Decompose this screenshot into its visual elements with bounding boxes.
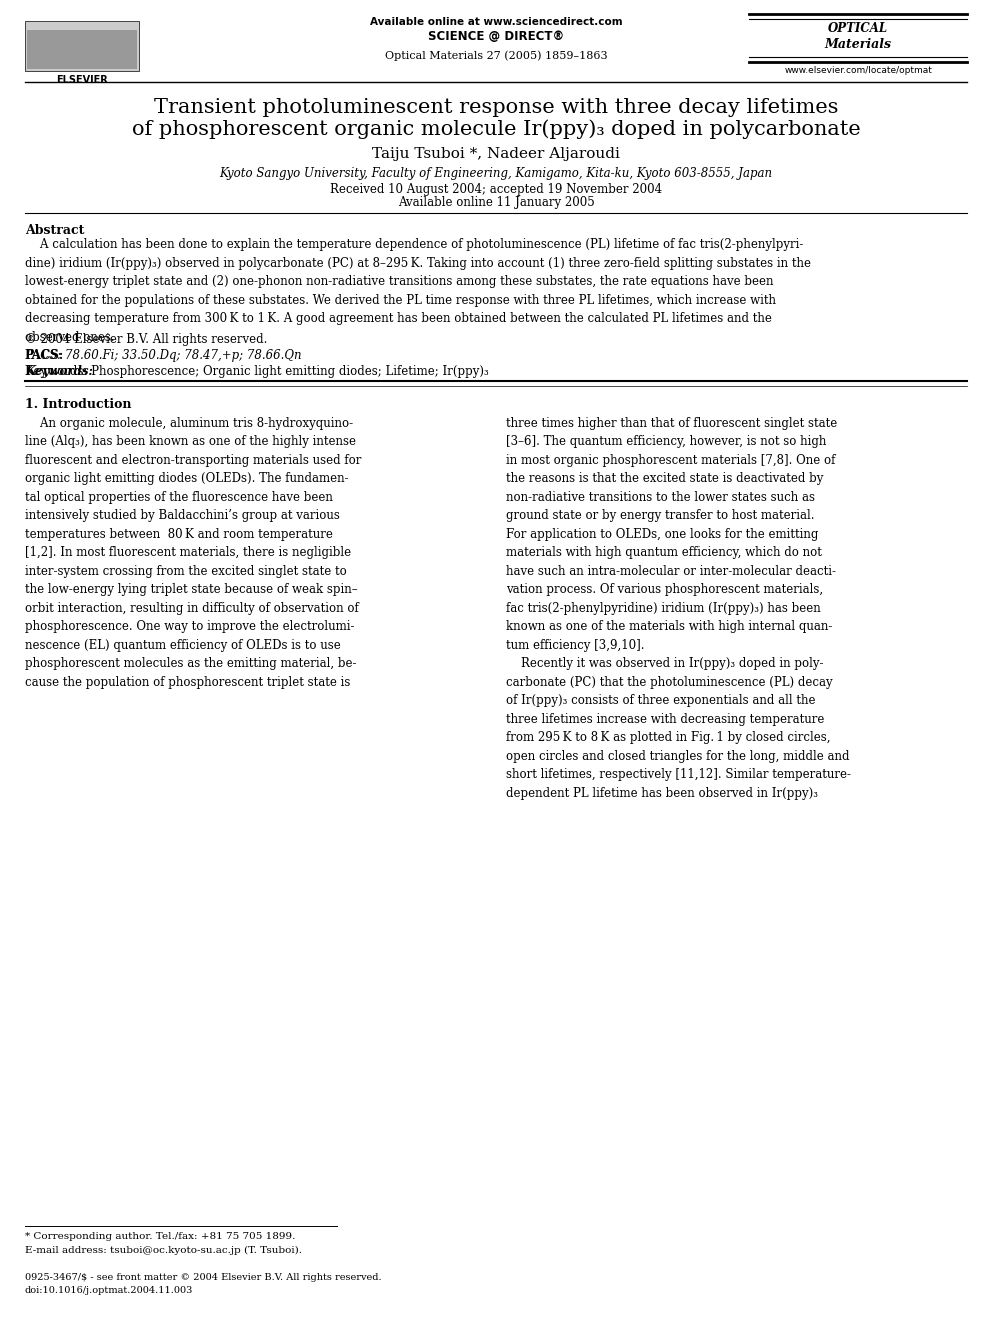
Text: An organic molecule, aluminum tris 8-hydroxyquino-
line (Alq₃), has been known a: An organic molecule, aluminum tris 8-hyd… <box>25 417 361 689</box>
Bar <box>27 30 137 69</box>
Text: Taiju Tsuboi *, Nadeer Aljaroudi: Taiju Tsuboi *, Nadeer Aljaroudi <box>372 147 620 161</box>
Text: Transient photoluminescent response with three decay lifetimes: Transient photoluminescent response with… <box>154 98 838 116</box>
Text: Abstract: Abstract <box>25 224 84 237</box>
Text: Optical Materials 27 (2005) 1859–1863: Optical Materials 27 (2005) 1859–1863 <box>385 50 607 61</box>
Text: OPTICAL: OPTICAL <box>828 22 888 36</box>
Text: Kyoto Sangyo University, Faculty of Engineering, Kamigamo, Kita-ku, Kyoto 603-85: Kyoto Sangyo University, Faculty of Engi… <box>219 167 773 180</box>
Text: www.elsevier.com/locate/optmat: www.elsevier.com/locate/optmat <box>784 66 932 75</box>
Text: © 2004 Elsevier B.V. All rights reserved.: © 2004 Elsevier B.V. All rights reserved… <box>25 333 267 347</box>
Text: Available online 11 January 2005: Available online 11 January 2005 <box>398 196 594 209</box>
Text: 0925-3467/$ - see front matter © 2004 Elsevier B.V. All rights reserved.: 0925-3467/$ - see front matter © 2004 El… <box>25 1273 382 1282</box>
Text: * Corresponding author. Tel./fax: +81 75 705 1899.: * Corresponding author. Tel./fax: +81 75… <box>25 1232 296 1241</box>
Text: Materials: Materials <box>824 38 892 52</box>
Text: SCIENCE @ DIRECT®: SCIENCE @ DIRECT® <box>428 30 564 44</box>
Text: Received 10 August 2004; accepted 19 November 2004: Received 10 August 2004; accepted 19 Nov… <box>330 183 662 196</box>
Text: PACS: 78.60.Fi; 33.50.Dq; 78.47,+p; 78.66.Qn: PACS: 78.60.Fi; 33.50.Dq; 78.47,+p; 78.6… <box>25 349 302 363</box>
Text: Keywords: Phosphorescence; Organic light emitting diodes; Lifetime; Ir(ppy)₃: Keywords: Phosphorescence; Organic light… <box>25 365 488 378</box>
Text: three times higher than that of fluorescent singlet state
[3–6]. The quantum eff: three times higher than that of fluoresc… <box>506 417 851 799</box>
Text: Available online at www.sciencedirect.com: Available online at www.sciencedirect.co… <box>370 16 622 26</box>
Text: A calculation has been done to explain the temperature dependence of photolumine: A calculation has been done to explain t… <box>25 238 810 344</box>
Text: PACS:: PACS: <box>25 349 64 363</box>
Text: doi:10.1016/j.optmat.2004.11.003: doi:10.1016/j.optmat.2004.11.003 <box>25 1286 193 1295</box>
Text: Keywords:: Keywords: <box>25 365 92 378</box>
Bar <box>25 21 139 71</box>
Text: of phosphorescent organic molecule Ir(ppy)₃ doped in polycarbonate: of phosphorescent organic molecule Ir(pp… <box>132 119 860 139</box>
Text: 1. Introduction: 1. Introduction <box>25 398 131 411</box>
Text: ELSEVIER: ELSEVIER <box>57 75 108 86</box>
Text: E-mail address: tsuboi@oc.kyoto-su.ac.jp (T. Tsuboi).: E-mail address: tsuboi@oc.kyoto-su.ac.jp… <box>25 1246 302 1256</box>
